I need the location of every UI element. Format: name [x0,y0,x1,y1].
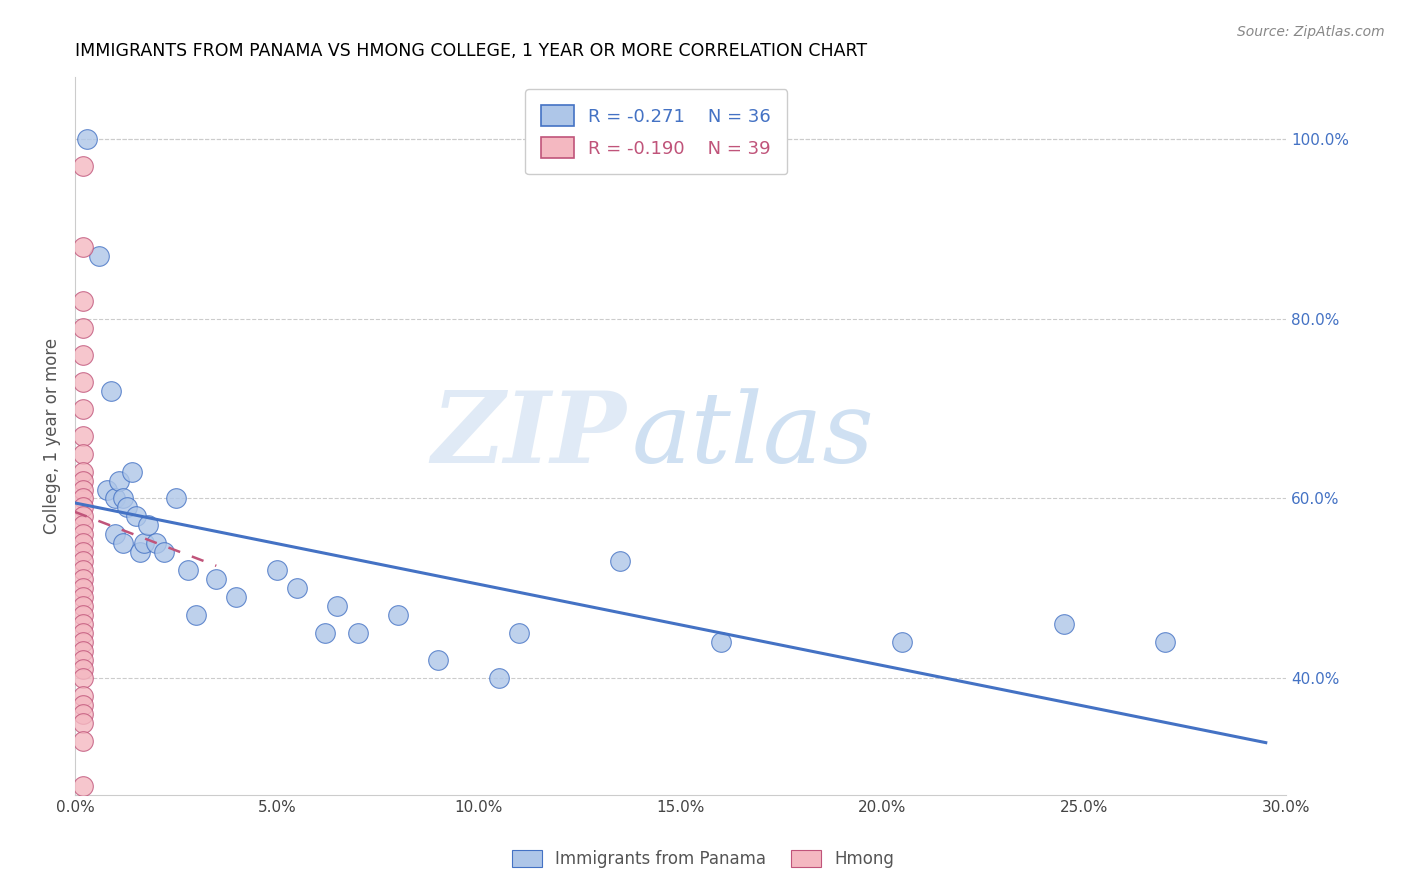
Point [76,132,98,146]
Point [72,447,94,461]
Point [72,689,94,703]
Point [72,635,94,649]
Point [314,626,336,640]
Point [72,536,94,550]
Point [72,293,94,308]
Point [891,635,914,649]
Point [225,591,247,605]
Point [72,653,94,667]
Point [72,483,94,497]
Point [72,518,94,533]
Point [72,465,94,479]
Point [205,572,228,586]
Point [72,644,94,658]
Point [72,779,94,793]
Point [72,428,94,442]
Text: IMMIGRANTS FROM PANAMA VS HMONG COLLEGE, 1 YEAR OR MORE CORRELATION CHART: IMMIGRANTS FROM PANAMA VS HMONG COLLEGE,… [75,42,868,60]
Point [72,715,94,730]
Point [177,563,200,577]
Point [609,554,631,568]
Point [72,572,94,586]
Point [72,159,94,173]
Point [326,599,349,614]
Y-axis label: College, 1 year or more: College, 1 year or more [44,337,60,533]
Text: ZIP: ZIP [432,387,626,483]
Point [96,483,118,497]
Point [285,581,308,595]
Point [104,491,127,506]
Point [121,465,143,479]
Point [100,384,122,398]
Point [72,375,94,389]
Point [72,321,94,335]
Point [72,662,94,676]
Point [108,474,131,488]
Point [145,536,167,550]
Point [266,563,288,577]
Point [72,500,94,515]
Point [72,554,94,568]
Point [124,509,146,524]
Point [387,608,409,623]
Point [72,734,94,748]
Point [72,401,94,416]
Point [72,491,94,506]
Point [488,671,510,685]
Point [112,491,135,506]
Point [153,545,176,559]
Point [72,698,94,712]
Point [136,518,159,533]
Legend: R = -0.271    N = 36, R = -0.190    N = 39: R = -0.271 N = 36, R = -0.190 N = 39 [526,89,787,174]
Point [72,591,94,605]
Point [72,240,94,254]
Text: atlas: atlas [633,388,875,483]
Point [72,563,94,577]
Legend: Immigrants from Panama, Hmong: Immigrants from Panama, Hmong [505,843,901,875]
Point [1153,635,1175,649]
Point [72,509,94,524]
Point [104,527,127,541]
Point [72,599,94,614]
Point [72,527,94,541]
Text: Source: ZipAtlas.com: Source: ZipAtlas.com [1237,25,1385,39]
Point [72,545,94,559]
Point [346,626,368,640]
Point [72,617,94,632]
Point [128,545,150,559]
Point [112,536,135,550]
Point [1053,617,1076,632]
Point [132,536,155,550]
Point [427,653,450,667]
Point [508,626,530,640]
Point [710,635,733,649]
Point [72,348,94,362]
Point [165,491,187,506]
Point [72,706,94,721]
Point [72,671,94,685]
Point [117,500,139,515]
Point [72,608,94,623]
Point [72,581,94,595]
Point [72,474,94,488]
Point [89,249,111,263]
Point [184,608,207,623]
Point [72,626,94,640]
